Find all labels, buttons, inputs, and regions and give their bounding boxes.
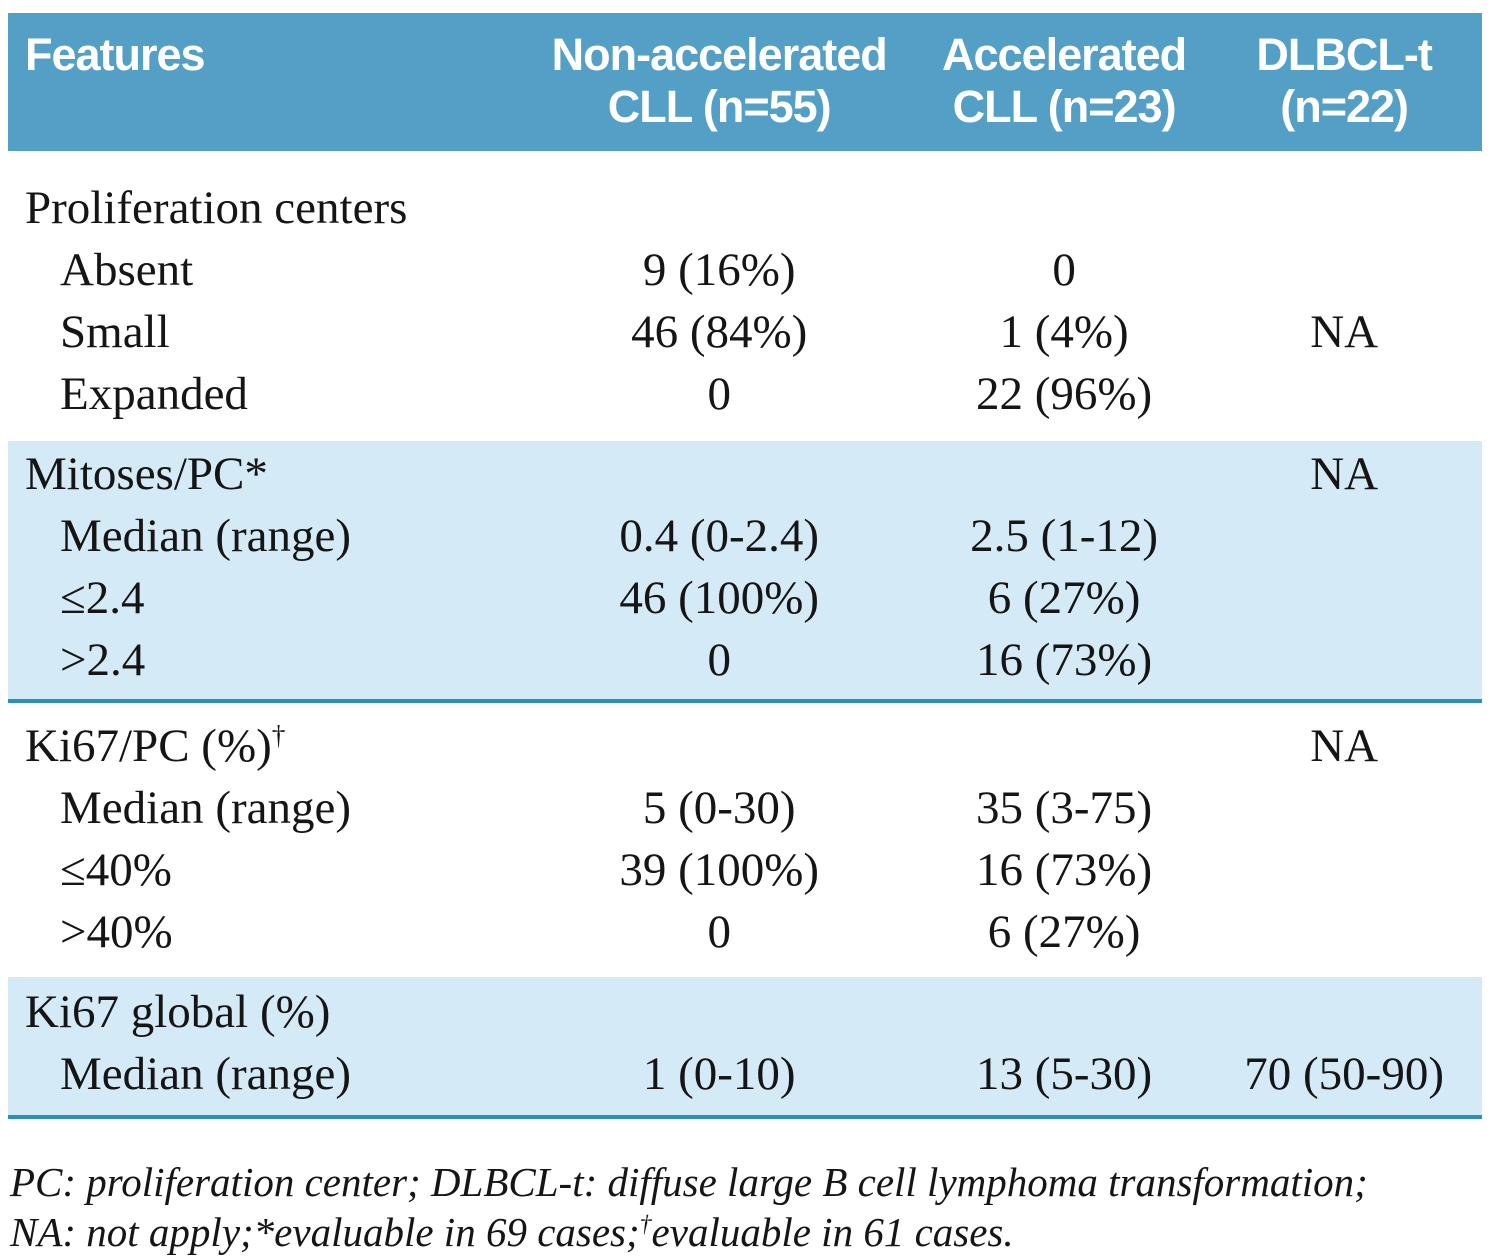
value-accelerated: 16 (73%) <box>975 844 1153 896</box>
value-dlbclt <box>1206 839 1482 901</box>
value-accelerated: 0 <box>1052 244 1076 296</box>
value-dlbclt <box>1206 239 1482 301</box>
value-accelerated: 1 (4%) <box>999 306 1129 358</box>
feature-label: Median (range) <box>60 782 351 834</box>
feature-label: Expanded <box>60 368 248 420</box>
footnote-line-1: PC: proliferation center; DLBCL-t: diffu… <box>10 1159 1368 1205</box>
value-nonaccelerated: 0 <box>707 906 731 958</box>
value-nonaccelerated: 5 (0-30) <box>642 782 796 834</box>
table-row: Proliferation centers <box>8 177 1482 239</box>
header-cell-accelerated: Accelerated CLL (n=23) <box>942 29 1187 132</box>
comparison-table: Features Non-accelerated CLL (n=55) Acce… <box>8 13 1482 1257</box>
na-cell: NA <box>1310 448 1379 500</box>
feature-label: ≤40% <box>60 844 172 896</box>
table-header-row: Features Non-accelerated CLL (n=55) Acce… <box>8 13 1482 151</box>
table-row: Median (range) 1 (0-10) 13 (5-30) 70 (50… <box>8 1043 1482 1105</box>
feature-group-label: Ki67/PC (%)† <box>25 720 286 772</box>
value-nonaccelerated: 0 <box>707 634 731 686</box>
table-row: >40% 0 6 (27%) <box>8 901 1482 963</box>
value-dlbclt <box>1206 363 1482 425</box>
value-nonaccelerated: 39 (100%) <box>619 844 820 896</box>
table-row: Ki67 global (%) <box>8 981 1482 1043</box>
value-accelerated: 22 (96%) <box>975 368 1153 420</box>
header-cell-nonaccelerated: Non-accelerated CLL (n=55) <box>551 29 888 132</box>
section-ki67-global: Ki67 global (%) Median (range) 1 (0-10) … <box>8 977 1482 1119</box>
value-dlbclt <box>1206 629 1482 691</box>
section-proliferation-centers: Proliferation centers Absent 9 (16%) 0 S… <box>8 151 1482 441</box>
table-row: Median (range) 5 (0-30) 35 (3-75) <box>8 777 1482 839</box>
section-ki67-pc: Ki67/PC (%)† NA Median (range) 5 (0-30) … <box>8 703 1482 977</box>
value-nonaccelerated: 9 (16%) <box>642 244 796 296</box>
table-row: Median (range) 0.4 (0-2.4) 2.5 (1-12) <box>8 505 1482 567</box>
value-dlbclt: NA <box>1310 306 1379 358</box>
value-dlbclt <box>1206 901 1482 963</box>
value-accelerated: 6 (27%) <box>987 906 1141 958</box>
value-nonaccelerated: 0.4 (0-2.4) <box>619 510 820 562</box>
table-row: ≤2.4 46 (100%) 6 (27%) <box>8 567 1482 629</box>
header-features-label: Features <box>25 29 206 80</box>
value-accelerated: 16 (73%) <box>975 634 1153 686</box>
value-nonaccelerated: 0 <box>707 368 731 420</box>
value-accelerated: 35 (3-75) <box>975 782 1153 834</box>
feature-label: Median (range) <box>60 1048 351 1100</box>
value-nonaccelerated: 46 (100%) <box>619 572 820 624</box>
header-cell-dlbclt: DLBCL-t (n=22) <box>1256 29 1432 132</box>
value-dlbclt: 70 (50-90) <box>1244 1048 1444 1100</box>
feature-label: >40% <box>60 906 173 958</box>
feature-group-label: Ki67 global (%) <box>25 986 331 1038</box>
value-nonaccelerated: 46 (84%) <box>631 306 808 358</box>
table-row: Ki67/PC (%)† NA <box>8 715 1482 777</box>
feature-label: ≤2.4 <box>60 572 145 624</box>
feature-label: >2.4 <box>60 634 146 686</box>
na-cell: NA <box>1310 720 1379 772</box>
table-row: Small 46 (84%) 1 (4%) NA <box>8 301 1482 363</box>
feature-label: Small <box>60 306 170 358</box>
value-dlbclt <box>1206 567 1482 629</box>
table-row: Mitoses/PC* NA <box>8 443 1482 505</box>
na-cell <box>1206 981 1482 1043</box>
value-nonaccelerated: 1 (0-10) <box>642 1048 796 1100</box>
feature-label: Absent <box>60 244 194 296</box>
section-mitoses-pc: Mitoses/PC* NA Median (range) 0.4 (0-2.4… <box>8 441 1482 703</box>
value-accelerated: 13 (5-30) <box>975 1048 1153 1100</box>
feature-group-label: Proliferation centers <box>25 182 408 234</box>
feature-group-label: Mitoses/PC* <box>25 448 268 500</box>
table-row: Expanded 0 22 (96%) <box>8 363 1482 425</box>
table-row: Absent 9 (16%) 0 <box>8 239 1482 301</box>
footnote-line-2: NA: not apply;*evaluable in 69 cases;†ev… <box>10 1209 1014 1255</box>
value-dlbclt <box>1206 505 1482 567</box>
value-accelerated: 2.5 (1-12) <box>970 510 1159 562</box>
value-dlbclt <box>1206 777 1482 839</box>
value-accelerated: 6 (27%) <box>987 572 1141 624</box>
table-footnote: PC: proliferation center; DLBCL-t: diffu… <box>8 1157 1482 1257</box>
table-row: >2.4 0 16 (73%) <box>8 629 1482 691</box>
table-row: ≤40% 39 (100%) 16 (73%) <box>8 839 1482 901</box>
header-cell-features: Features <box>8 29 517 133</box>
feature-label: Median (range) <box>60 510 351 562</box>
na-cell <box>1206 177 1482 239</box>
